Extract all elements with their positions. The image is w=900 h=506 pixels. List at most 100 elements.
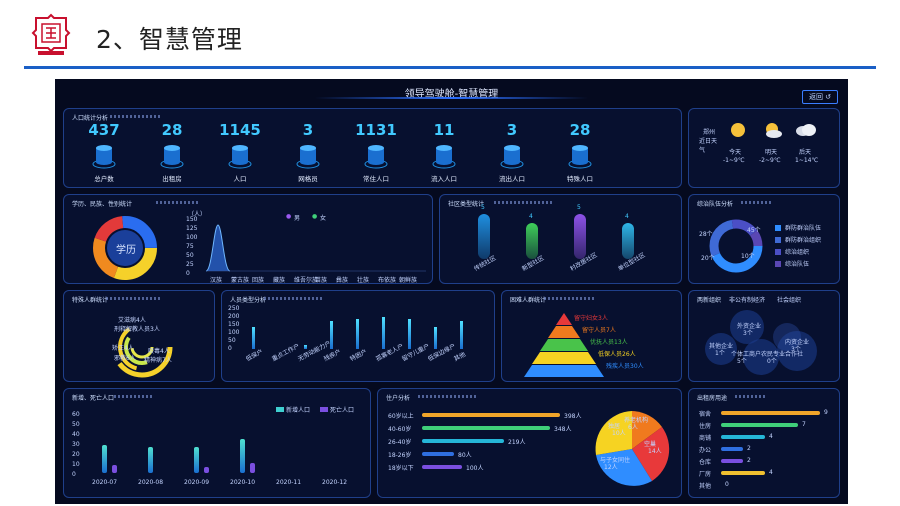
x-tick: 2020-11 [276, 479, 302, 486]
y-tick: 50 [186, 252, 194, 259]
household-bar [408, 319, 411, 349]
y-tick: 25 [186, 261, 194, 268]
x-tick: 布依族 [378, 277, 397, 284]
stat-label: 网格员 [298, 175, 318, 183]
bubble-name: 外资企业 [737, 323, 762, 330]
legend-label: 群防群治队伍 [785, 225, 822, 232]
legend-male: 男 [294, 215, 301, 222]
household-bar [356, 319, 359, 349]
bubble-name: 农民专业合作社 [761, 351, 804, 358]
rental-panel: 出租房用途 宿舍 9 住房 7 商铺 4 办公 2 仓库 2 厂房 4 其他 0 [688, 388, 840, 498]
x-tick: 孤寡老人户 [374, 342, 405, 363]
legend-swatch [775, 225, 781, 231]
org-tab-social[interactable]: 社会组织 [777, 297, 802, 304]
legend-male-dot: ● [286, 213, 292, 220]
legend-female-dot: ● [312, 213, 318, 220]
special-label: 精神病7人 [144, 357, 172, 364]
x-tick: 维吾尔族 [294, 277, 319, 284]
rental-label: 宿舍 [699, 411, 712, 418]
community-title: 社区类型统计 [448, 201, 485, 208]
poverty-panel: 困难人群统计 留守妇女3人 留守人员7人 优抚人员13人 低保人员26人 残疾人员30人 [501, 290, 682, 382]
stat-pedestal-icon [432, 142, 456, 169]
household-title: 人员类型分析 [230, 297, 267, 304]
legend-death: 死亡人口 [330, 407, 355, 414]
x-tick: 低保户 [244, 348, 265, 363]
y-tick: 150 [228, 321, 240, 328]
stat-label: 总户数 [94, 175, 114, 183]
dashboard-title: 领导驾驶舱-智慧管理 [404, 89, 499, 100]
bubble-name: 其他企业 [709, 343, 734, 350]
poverty-pyramid [524, 313, 604, 377]
title-dots [494, 201, 554, 204]
y-tick: 0 [228, 345, 232, 352]
rental-value: 2 [747, 445, 751, 452]
living-pie [595, 411, 670, 486]
y-tick: 0 [186, 270, 190, 277]
stat-value: 3 [506, 121, 518, 139]
rental-label: 住房 [699, 423, 712, 430]
bubble-name: 个体工商户 [731, 351, 762, 358]
x-tick: 2020-07 [92, 479, 118, 486]
volunteer-donut [709, 219, 763, 273]
y-tick: 10 [72, 461, 80, 468]
legend-death-swatch [320, 407, 328, 412]
x-tick: 汉族 [210, 277, 223, 284]
death-bar [204, 467, 209, 473]
age-label: 60岁以上 [388, 413, 414, 420]
stat-value: 3 [302, 121, 314, 139]
weather-panel: 郑州 近日天气 今天 -1~9℃ 明天 -2~9℃ 后天 1~14℃ [688, 108, 840, 188]
rental-label: 办公 [699, 447, 712, 454]
legend-female: 女 [320, 215, 327, 222]
bar-value: 4 [529, 213, 533, 220]
weather-near-days: 近日天气 [699, 138, 718, 154]
rental-label: 商铺 [699, 435, 712, 442]
weather-day-label: 明天 [765, 149, 778, 156]
special-label: 矫正4人 [112, 345, 134, 352]
title-dots [418, 395, 478, 398]
volunteer-value: 28个 [699, 231, 713, 238]
rental-bar [721, 471, 765, 475]
y-tick: 0 [72, 471, 76, 478]
legend-swatch [775, 249, 781, 255]
stat-value: 28 [569, 121, 591, 139]
x-tick: 蒙古族 [231, 277, 250, 284]
y-tick: 150 [186, 216, 198, 223]
new-bar [102, 445, 107, 473]
title-dots [741, 201, 771, 204]
age-value: 398人 [564, 413, 582, 420]
y-tick: 30 [72, 441, 80, 448]
x-tick: 壮族 [357, 277, 370, 284]
age-label: 40-60岁 [388, 426, 412, 433]
bar-value: 4 [625, 213, 629, 220]
legend-label: 综治组织 [785, 249, 810, 256]
pie-label: 独居 [608, 423, 621, 430]
age-bar [422, 452, 454, 456]
community-bar [478, 214, 490, 259]
death-bar [250, 463, 255, 473]
special-label: 艾滋病4人 [118, 317, 146, 324]
stat-value: 1131 [355, 121, 397, 139]
household-bar [382, 317, 385, 349]
y-tick: 75 [186, 243, 194, 250]
org-tab-nonpublic[interactable]: 非公有制经济 [729, 297, 766, 304]
y-tick: 20 [72, 451, 80, 458]
population-title: 人口统计分析 [72, 115, 109, 122]
age-bar [422, 426, 550, 430]
title-underline [315, 97, 588, 99]
special-title: 特殊人群统计 [72, 297, 109, 304]
age-value: 80人 [458, 452, 472, 459]
poverty-title: 困难人群统计 [510, 297, 547, 304]
title-dots [735, 395, 765, 398]
rental-value: 7 [802, 421, 806, 428]
title-dots [106, 297, 162, 300]
x-tick: 回族 [252, 277, 265, 284]
rental-bar [721, 459, 743, 463]
pie-label: 与子女同住 [600, 457, 631, 464]
special-label: 邪教6人 [114, 355, 136, 362]
back-button[interactable]: 返回 ↺ [802, 90, 838, 104]
volunteer-value: 10个 [741, 253, 755, 260]
x-tick: 其他 [452, 351, 467, 363]
age-bar [422, 439, 504, 443]
special-label: 刑释解教人员3人 [114, 326, 160, 333]
weather-day-temp: -1~9℃ [723, 157, 745, 164]
